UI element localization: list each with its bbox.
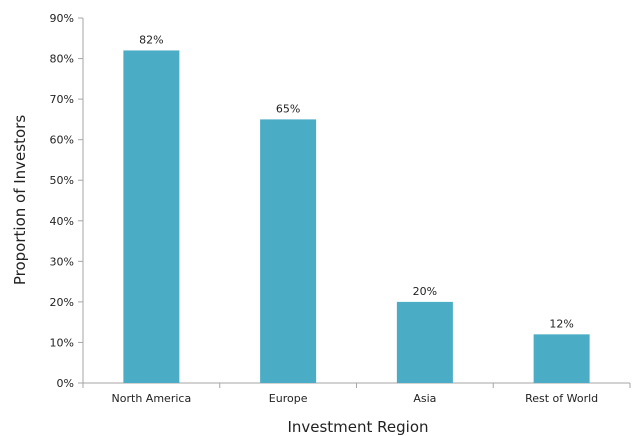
bar-value-label: 12% xyxy=(549,317,573,330)
x-tick-label: North America xyxy=(112,392,192,405)
bar-value-label: 65% xyxy=(276,102,300,115)
data-labels: 82% 65% 20% 12% xyxy=(139,33,574,330)
y-tick-label: 60% xyxy=(50,134,74,147)
x-axis: North America Europe Asia Rest of World xyxy=(82,382,631,405)
x-tick-label: Rest of World xyxy=(525,392,598,405)
y-tick-label: 30% xyxy=(50,255,74,268)
y-tick-label: 40% xyxy=(50,215,74,228)
bar-value-label: 82% xyxy=(139,33,163,46)
y-tick-label: 10% xyxy=(50,336,74,349)
y-axis: 0% 10% 20% 30% 40% 50% 60% 70% 80% 90% xyxy=(50,12,84,390)
y-tick-label: 80% xyxy=(50,53,74,66)
y-tick-label: 90% xyxy=(50,12,74,25)
x-tick-label: Asia xyxy=(413,392,436,405)
bar-value-label: 20% xyxy=(413,285,437,298)
y-tick-label: 0% xyxy=(57,377,74,390)
bar xyxy=(533,334,590,383)
y-tick-label: 50% xyxy=(50,174,74,187)
bar xyxy=(260,119,317,383)
bar xyxy=(396,301,453,383)
x-tick-label: Europe xyxy=(269,392,308,405)
y-tick-label: 20% xyxy=(50,296,74,309)
y-axis-title: Proportion of Investors xyxy=(11,115,29,285)
bar xyxy=(123,50,180,383)
bars xyxy=(123,50,590,383)
x-axis-title: Investment Region xyxy=(287,418,428,436)
y-tick-label: 70% xyxy=(50,93,74,106)
